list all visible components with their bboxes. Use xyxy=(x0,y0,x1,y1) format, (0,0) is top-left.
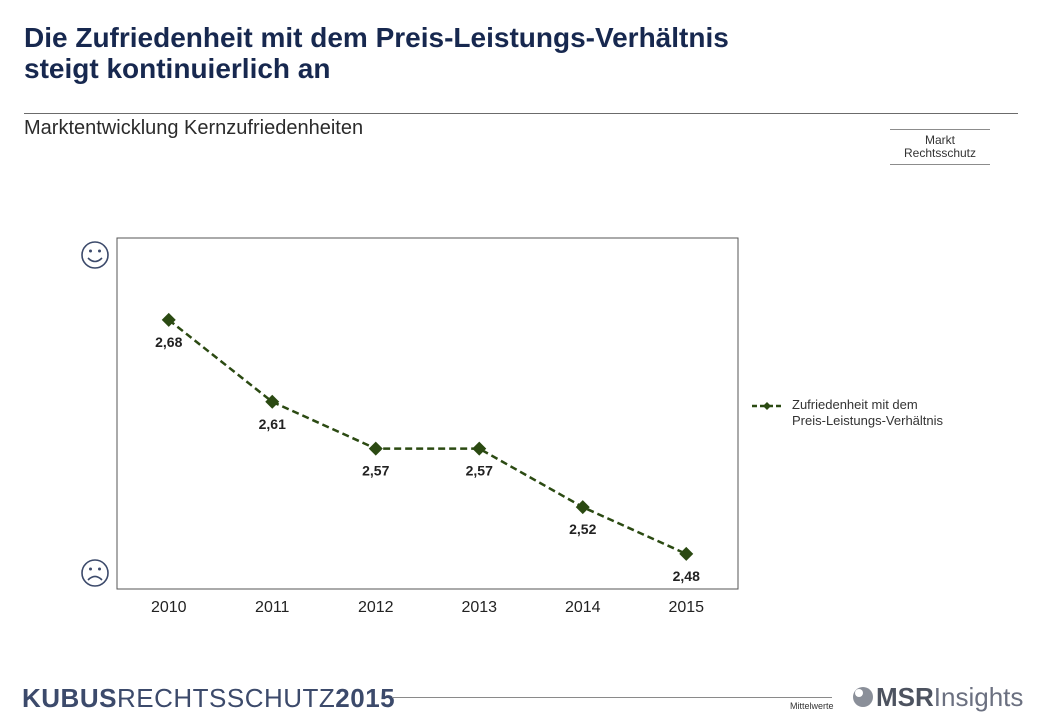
legend-label-line-2: Preis-Leistungs-Verhältnis xyxy=(792,413,944,428)
data-point-marker xyxy=(575,500,590,515)
chart-subtitle: Marktentwicklung Kernzufriedenheiten xyxy=(24,117,364,139)
data-label: 2,68 xyxy=(155,334,182,350)
company-logo: MSRInsights xyxy=(852,682,1023,712)
x-tick-label: 2014 xyxy=(565,599,601,616)
x-tick-label: 2011 xyxy=(255,599,290,616)
x-tick-label: 2013 xyxy=(461,599,497,616)
logo-wordmark: MSRInsights xyxy=(876,682,1023,712)
logo-part-2: Insights xyxy=(933,682,1024,712)
data-label: 2,48 xyxy=(673,568,700,584)
data-point-marker xyxy=(265,394,280,409)
brand-part-2: RECHTSSCHUTZ xyxy=(116,683,336,713)
footnote: Mittelwerte xyxy=(790,701,834,711)
data-point-marker xyxy=(161,312,176,327)
x-tick-label: 2015 xyxy=(668,599,704,616)
happy-face-icon xyxy=(81,241,109,269)
title-line-1: Die Zufriedenheit mit dem Preis-Leistung… xyxy=(24,22,729,53)
brand-part-3: 2015 xyxy=(335,683,396,713)
logo-part-1: MSR xyxy=(876,682,934,712)
plot-area-frame xyxy=(116,237,739,590)
title-divider xyxy=(24,113,1018,114)
data-label: 2,52 xyxy=(569,521,596,537)
legend-swatch xyxy=(752,402,782,410)
segment-badge: Markt Rechtsschutz xyxy=(890,129,990,165)
brand-wordmark: KUBUSRECHTSSCHUTZ2015 xyxy=(22,684,395,712)
series-line xyxy=(167,318,687,556)
data-label: 2,57 xyxy=(466,463,493,479)
data-label: 2,57 xyxy=(362,463,389,479)
badge-line-1: Markt xyxy=(925,133,955,147)
data-point-marker xyxy=(368,441,383,456)
footer-divider xyxy=(392,697,832,698)
x-tick-label: 2010 xyxy=(151,599,187,616)
page-title: Die Zufriedenheit mit dem Preis-Leistung… xyxy=(24,22,1004,84)
legend-label: Zufriedenheit mit dem Preis-Leistungs-Ve… xyxy=(792,397,992,429)
sad-face-icon xyxy=(81,559,109,587)
data-label: 2,61 xyxy=(259,416,286,432)
chart-legend: Zufriedenheit mit dem Preis-Leistungs-Ve… xyxy=(752,397,992,429)
legend-label-line-1: Zufriedenheit mit dem xyxy=(792,397,918,412)
data-point-marker xyxy=(679,546,694,561)
title-line-2: steigt kontinuierlich an xyxy=(24,53,331,84)
data-point-marker xyxy=(472,441,487,456)
logo-mark-icon xyxy=(853,687,873,707)
badge-line-2: Rechtsschutz xyxy=(903,146,977,160)
brand-part-1: KUBUS xyxy=(22,683,117,713)
x-tick-label: 2012 xyxy=(358,599,394,616)
